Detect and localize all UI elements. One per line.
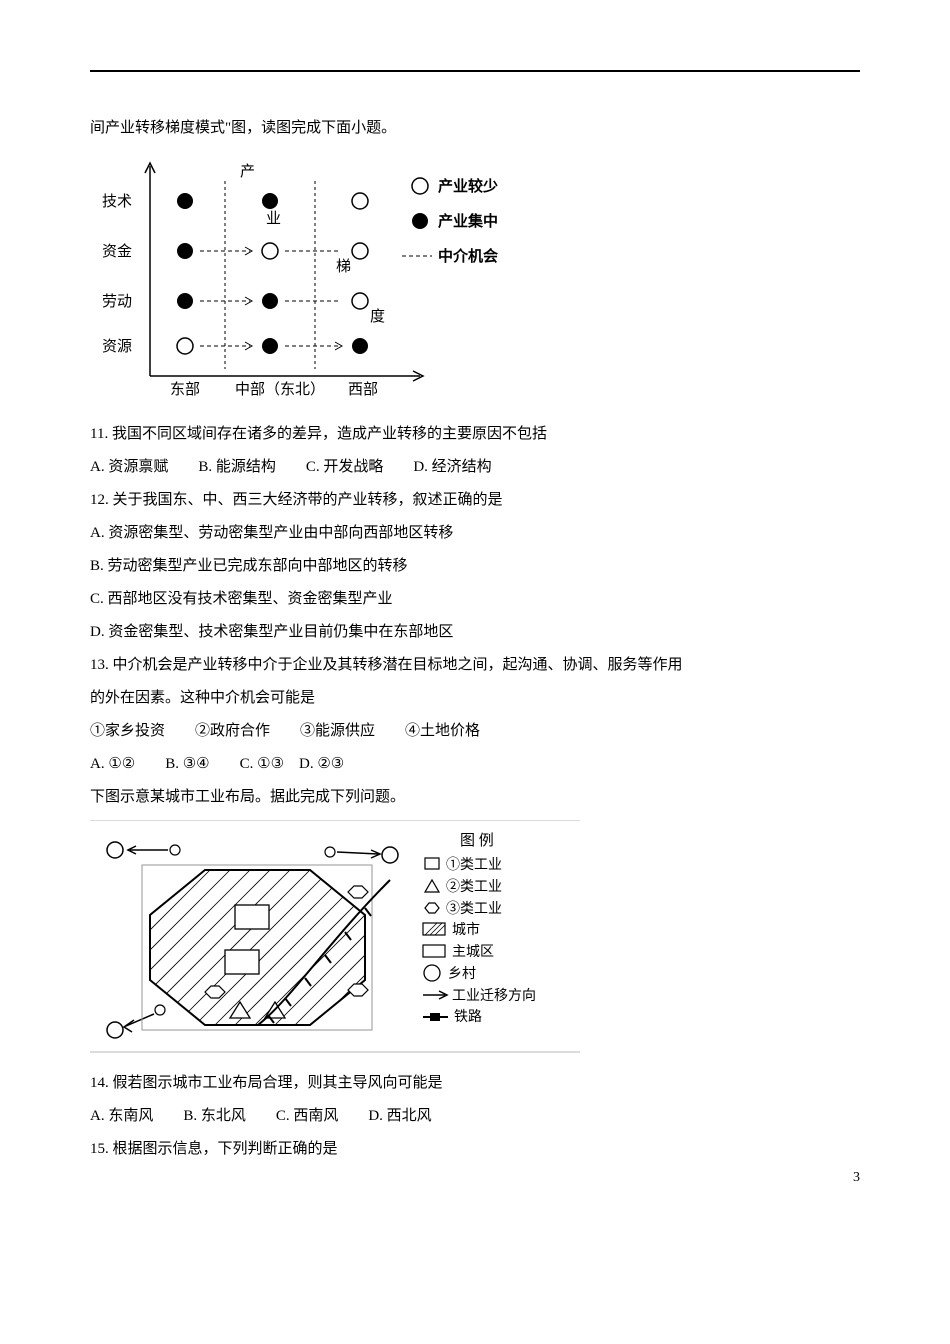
fig2-intro: 下图示意某城市工业布局。据此完成下列问题。 bbox=[90, 781, 860, 814]
legend-label: 中介机会 bbox=[438, 247, 498, 265]
ylabel: 技术 bbox=[102, 193, 132, 210]
legend-label: 乡村 bbox=[448, 966, 476, 982]
mid-label: 度 bbox=[370, 308, 385, 325]
legend-label: 铁路 bbox=[454, 1009, 482, 1025]
figure-industry-gradient: 技术 资金 劳动 资源 产 业 梯 度 bbox=[90, 151, 860, 406]
ylabel: 资金 bbox=[102, 243, 132, 260]
q13-stem1: 13. 中介机会是产业转移中介于企业及其转移潜在目标地之间，起沟通、协调、服务等… bbox=[90, 649, 860, 682]
q11-options: A. 资源禀赋 B. 能源结构 C. 开发战略 D. 经济结构 bbox=[90, 451, 860, 484]
ylabel: 劳动 bbox=[102, 293, 132, 310]
q14-options: A. 东南风 B. 东北风 C. 西南风 D. 西北风 bbox=[90, 1100, 860, 1133]
q12-stem: 12. 关于我国东、中、西三大经济带的产业转移，叙述正确的是 bbox=[90, 484, 860, 517]
legend-label: ①类工业 bbox=[446, 857, 502, 873]
xlabel: 西部 bbox=[348, 381, 378, 398]
mid-label: 业 bbox=[266, 210, 281, 227]
xlabel: 中部（东北） bbox=[235, 381, 325, 398]
q13-line: ①家乡投资 ②政府合作 ③能源供应 ④土地价格 bbox=[90, 715, 860, 748]
page-number: 3 bbox=[853, 1170, 860, 1186]
intro-line: 间产业转移梯度模式"图，读图完成下面小题。 bbox=[90, 112, 860, 145]
figure-city-layout: 图 例 ①类工业 ②类工业 ③类工业 城市 主城区 乡村 工业迁移方向 bbox=[90, 820, 860, 1055]
q15-stem: 15. 根据图示信息，下列判断正确的是 bbox=[90, 1133, 860, 1166]
top-rule bbox=[90, 70, 860, 72]
legend-label: 主城区 bbox=[452, 944, 494, 960]
q12-a: A. 资源密集型、劳动密集型产业由中部向西部地区转移 bbox=[90, 517, 860, 550]
ylabel: 资源 bbox=[102, 338, 132, 355]
legend-label: 产业集中 bbox=[438, 212, 498, 230]
q11-stem: 11. 我国不同区域间存在诸多的差异，造成产业转移的主要原因不包括 bbox=[90, 418, 860, 451]
q13-options: A. ①② B. ③④ C. ①③ D. ②③ bbox=[90, 748, 860, 781]
xlabel: 东部 bbox=[170, 381, 200, 398]
legend-label: 产业较少 bbox=[438, 177, 498, 195]
legend-label: 城市 bbox=[452, 921, 480, 938]
mid-label: 梯 bbox=[336, 258, 351, 275]
q13-stem2: 的外在因素。这种中介机会可能是 bbox=[90, 682, 860, 715]
q12-c: C. 西部地区没有技术密集型、资金密集型产业 bbox=[90, 583, 860, 616]
q12-b: B. 劳动密集型产业已完成东部向中部地区的转移 bbox=[90, 550, 860, 583]
legend-label: ③类工业 bbox=[446, 901, 502, 917]
q12-d: D. 资金密集型、技术密集型产业目前仍集中在东部地区 bbox=[90, 616, 860, 649]
legend-title: 图 例 bbox=[460, 832, 494, 849]
legend-label: ②类工业 bbox=[446, 879, 502, 895]
legend-label: 工业迁移方向 bbox=[452, 988, 536, 1004]
q14-stem: 14. 假若图示城市工业布局合理，则其主导风向可能是 bbox=[90, 1067, 860, 1100]
mid-label: 产 bbox=[240, 163, 255, 180]
